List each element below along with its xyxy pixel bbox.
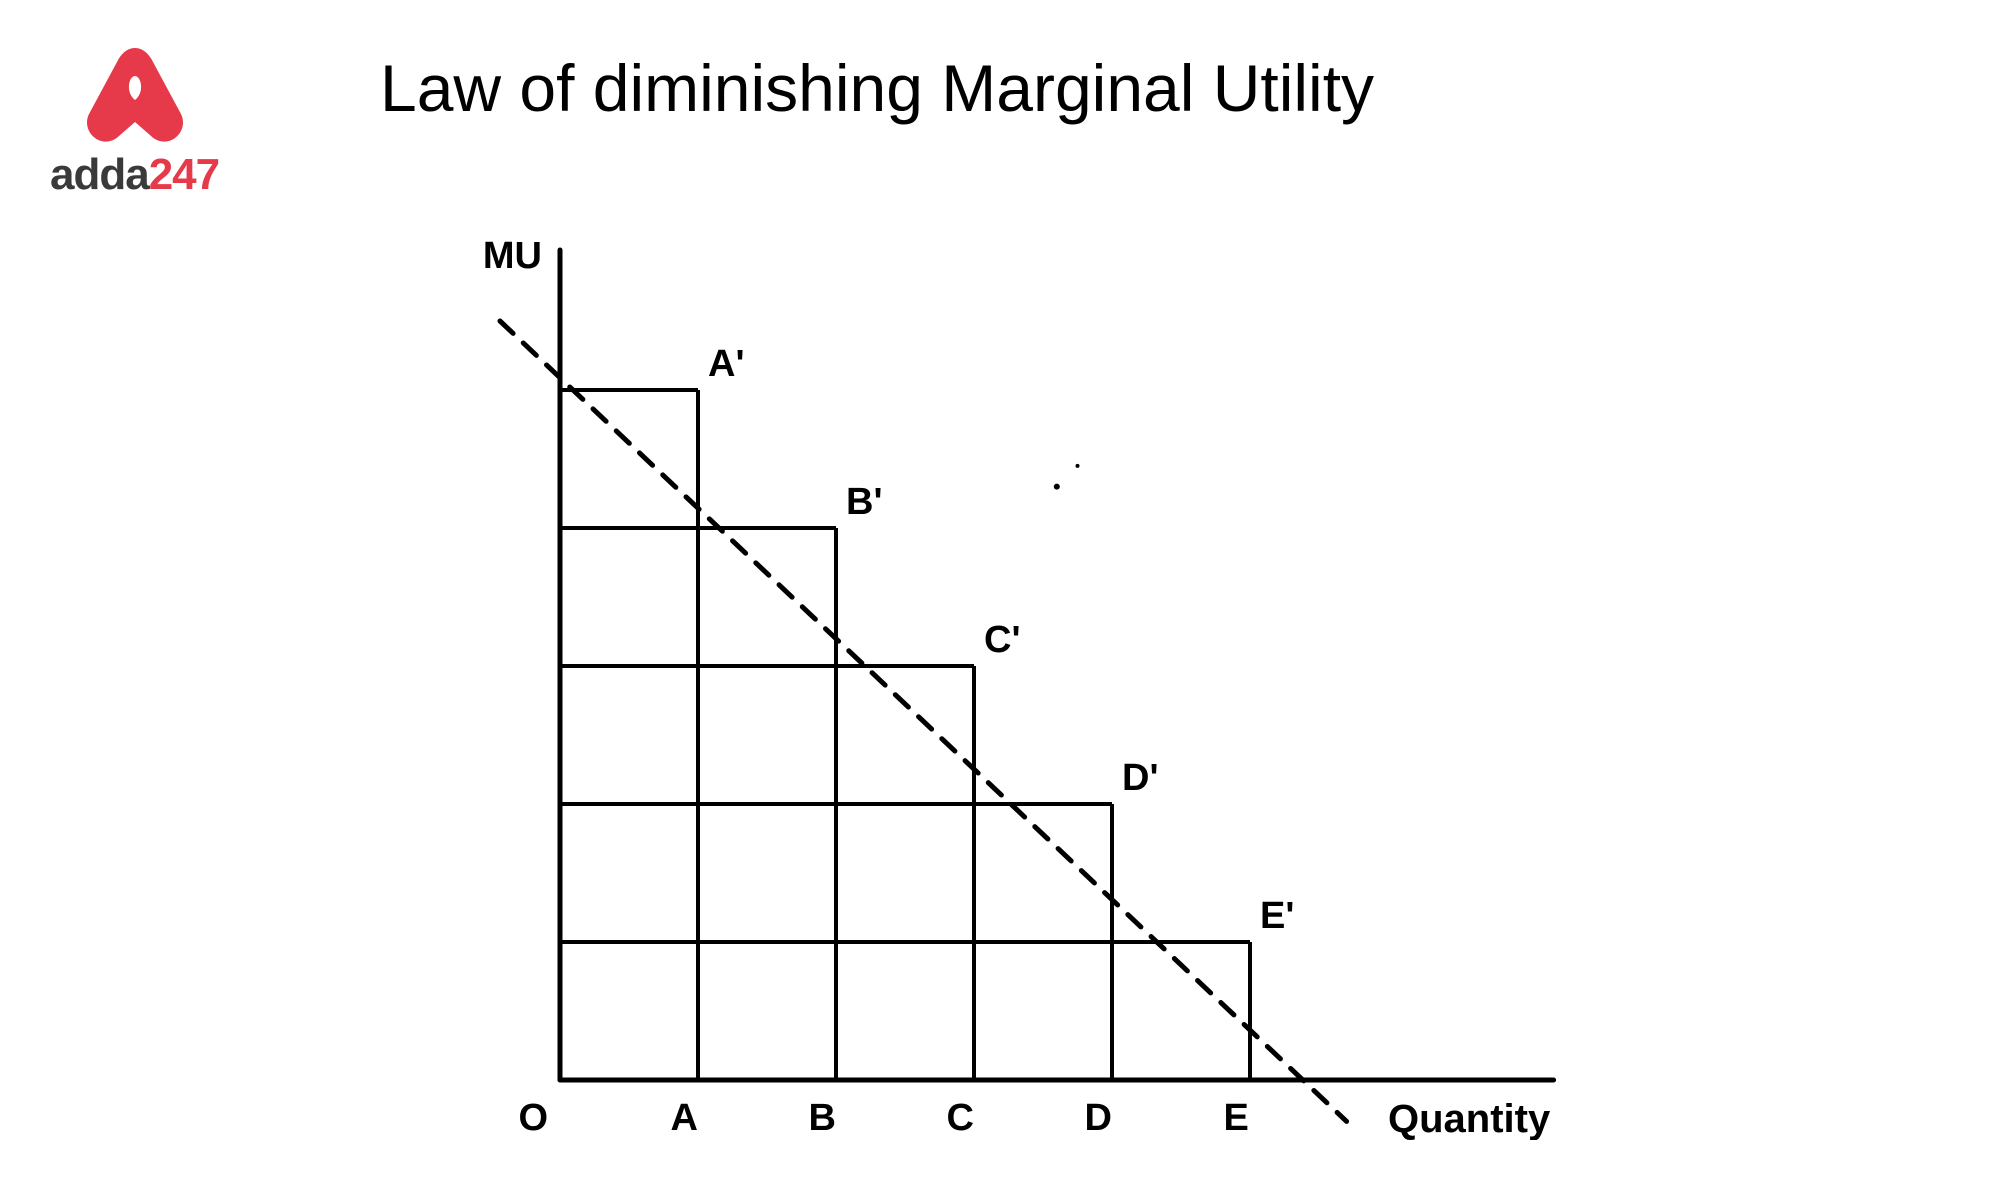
- svg-text:C': C': [984, 619, 1020, 661]
- logo-text-part1: adda: [50, 150, 149, 199]
- logo-icon: [65, 40, 205, 150]
- svg-text:MU: MU: [1337, 1136, 1396, 1140]
- page-title: Law of diminishing Marginal Utility: [380, 50, 1374, 126]
- mu-chart: A'B'C'D'E'MUABCDEOMUQuantity: [480, 240, 1580, 1140]
- svg-text:A: A: [670, 1097, 697, 1139]
- svg-text:C: C: [946, 1097, 973, 1139]
- svg-text:Quantity: Quantity: [1388, 1097, 1551, 1140]
- svg-text:E: E: [1224, 1097, 1249, 1139]
- svg-text:MU: MU: [483, 240, 542, 277]
- svg-text:B': B': [846, 481, 882, 523]
- svg-text:E': E': [1260, 895, 1294, 937]
- svg-text:O: O: [518, 1097, 548, 1139]
- svg-text:A': A': [708, 343, 744, 385]
- svg-text:D: D: [1084, 1097, 1111, 1139]
- logo-text: adda247: [50, 150, 219, 200]
- chart-svg: A'B'C'D'E'MUABCDEOMUQuantity: [480, 240, 1580, 1140]
- logo-text-part2: 247: [149, 150, 219, 199]
- svg-text:D': D': [1122, 757, 1158, 799]
- brand-logo: adda247: [50, 40, 219, 200]
- svg-text:B: B: [808, 1097, 835, 1139]
